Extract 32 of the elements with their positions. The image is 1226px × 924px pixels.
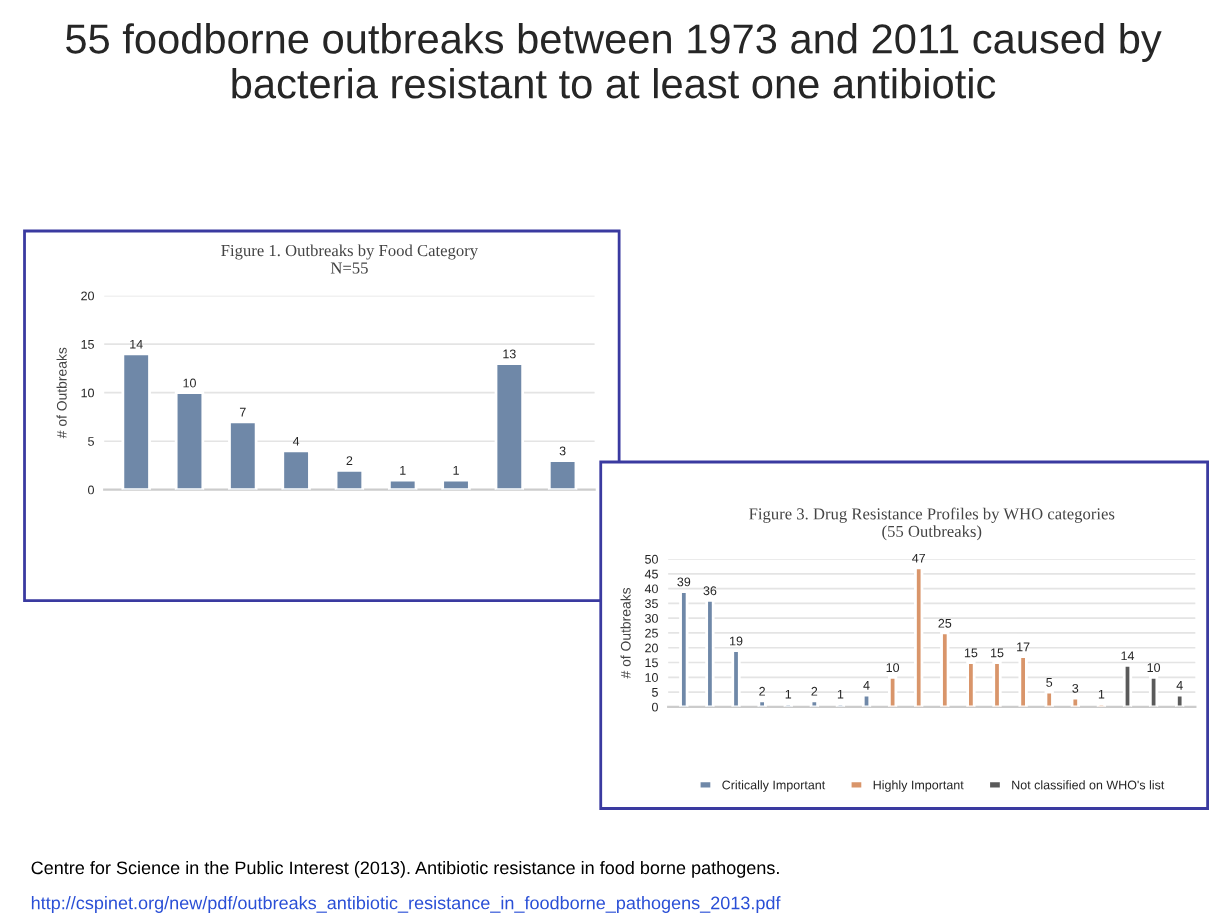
bar: [1044, 690, 1054, 707]
bar: [228, 420, 258, 490]
text: 55 foodborne outbreaks between 1973 and 2011 caused by bacteria resistant to at least one antibiotic: [66, 23, 1162, 99]
bar: [1148, 675, 1159, 707]
bar: [494, 362, 525, 490]
text: Centre for Science in the Public Interest (2013). Antibiotic resistance in food borne pathogens.: [31, 860, 779, 878]
bar: [679, 590, 689, 707]
bar: [861, 693, 872, 707]
bar: [281, 449, 311, 490]
bar: [731, 649, 741, 707]
bar: [1018, 655, 1028, 707]
bar: [914, 566, 924, 707]
bar: [547, 459, 578, 490]
bar: [1070, 696, 1080, 707]
bar: [121, 352, 151, 490]
chart-subtitle: (55 Outbreaks): [882, 525, 982, 541]
bar: [966, 661, 976, 707]
bar: [388, 478, 418, 490]
chart-title: Figure 1. Outbreaks by Food Category: [221, 244, 479, 260]
bar: [441, 478, 471, 490]
bar: [992, 661, 1002, 707]
chart-title: Figure 3. Drug Resistance Profiles by WHO categories: [749, 507, 1115, 523]
bar: [174, 391, 205, 490]
bar: [757, 699, 767, 707]
bar: [940, 631, 950, 707]
chart-subtitle: N=55: [330, 262, 368, 274]
bar: [705, 599, 715, 707]
bar: [1122, 664, 1133, 707]
bar: [334, 468, 365, 490]
bar: [1175, 693, 1185, 707]
text: http://cspinet.org/new/pdf/outbreaks_antibiotic_resistance_in_foodborne_pathogens_2013.pdf: [31, 896, 781, 913]
bar: [887, 675, 898, 707]
